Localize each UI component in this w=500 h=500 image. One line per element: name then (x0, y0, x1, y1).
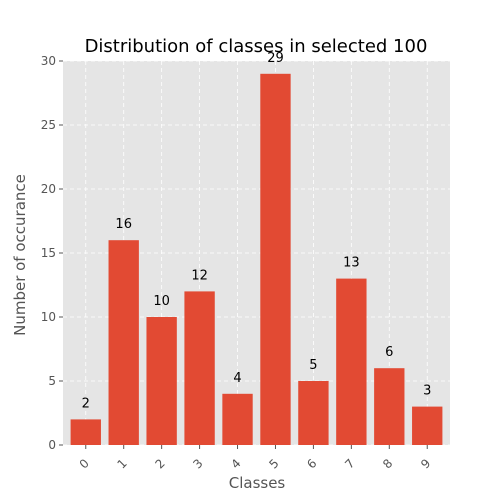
y-tick-label: 10 (41, 310, 56, 324)
data-label: 10 (153, 294, 170, 309)
data-labels: 2 16 10 12 4 29 5 13 6 3 (82, 51, 432, 412)
y-axis-label: Number of occurance (11, 174, 29, 336)
bar-class-2 (146, 317, 177, 445)
y-tick-label: 5 (48, 374, 56, 388)
data-label: 4 (233, 371, 241, 386)
data-label: 29 (267, 51, 284, 66)
data-label: 5 (309, 358, 317, 373)
y-tick-label: 25 (41, 118, 56, 132)
data-label: 13 (343, 256, 360, 271)
bar-class-4 (222, 393, 253, 445)
bar-class-9 (412, 406, 443, 445)
bar-class-8 (374, 368, 405, 445)
data-label: 12 (191, 268, 208, 283)
x-tick-label: 6 (304, 456, 319, 471)
x-tick-label: 7 (342, 456, 357, 471)
data-label: 3 (423, 384, 431, 399)
x-tick-label: 2 (152, 456, 167, 471)
y-tick-label: 0 (48, 438, 56, 452)
chart-title: Distribution of classes in selected 100 (85, 36, 428, 57)
x-tick-label: 9 (418, 456, 433, 471)
x-ticks: 0 1 2 3 4 5 6 7 8 9 (77, 445, 433, 472)
x-tick-label: 0 (77, 456, 92, 471)
x-tick-label: 5 (266, 456, 281, 471)
y-tick-label: 30 (41, 54, 56, 68)
x-tick-label: 4 (228, 456, 243, 471)
bar-class-5 (260, 73, 291, 446)
y-tick-label: 15 (41, 246, 56, 260)
data-label: 6 (385, 345, 393, 360)
bar-class-1 (108, 240, 139, 445)
data-label: 2 (82, 396, 90, 411)
y-tick-label: 20 (41, 182, 56, 196)
data-label: 16 (115, 217, 132, 232)
bar-class-0 (70, 419, 101, 445)
y-ticks: 0 5 10 15 20 25 30 (41, 54, 63, 452)
bar-class-6 (298, 381, 329, 445)
x-tick-label: 1 (115, 456, 130, 471)
bar-class-7 (336, 278, 367, 445)
x-tick-label: 3 (190, 456, 205, 471)
bar-class-3 (184, 291, 215, 445)
x-axis-label: Classes (229, 474, 286, 492)
x-tick-label: 8 (380, 456, 395, 471)
bars (70, 73, 443, 446)
